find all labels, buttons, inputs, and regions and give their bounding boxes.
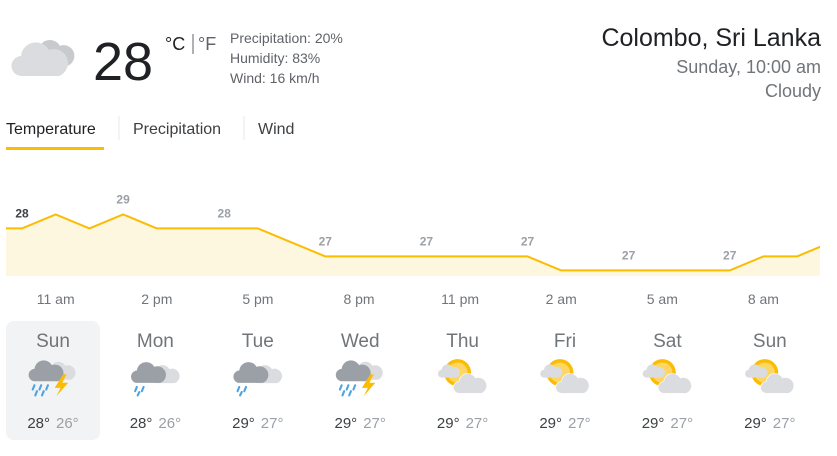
day-high: 29°	[642, 415, 665, 432]
tab-underline	[6, 147, 104, 150]
point-label: 27	[723, 248, 737, 262]
time-label: 8 pm	[343, 291, 374, 307]
day-name: Sun	[753, 331, 787, 352]
day-name: Wed	[341, 331, 380, 352]
forecast-day[interactable]: Fri 29° 27°	[539, 331, 590, 432]
detail-humidity: Humidity: 83%	[230, 50, 320, 66]
detail-wind: Wind: 16 km/h	[230, 70, 319, 86]
detail-precipitation: Precipitation: 20%	[230, 30, 343, 46]
day-icon	[233, 362, 282, 395]
day-icon	[336, 360, 383, 396]
forecast-day[interactable]: Thu 29° 27°	[437, 331, 488, 432]
day-low: 26°	[158, 415, 181, 432]
time-label: 8 am	[748, 291, 779, 307]
day-high: 29°	[335, 415, 358, 432]
point-label: 27	[319, 234, 333, 248]
current-temperature: 28	[93, 32, 153, 92]
day-high: 29°	[539, 415, 562, 432]
forecast-day[interactable]: Sun 28° 26°	[6, 321, 100, 440]
day-name: Fri	[554, 331, 576, 352]
day-high: 29°	[437, 415, 460, 432]
temperature-area	[6, 214, 820, 276]
day-low: 27°	[261, 415, 284, 432]
location: Colombo, Sri Lanka	[601, 24, 821, 52]
unit-celsius[interactable]: °C	[165, 34, 185, 54]
tab-wind[interactable]: Wind	[258, 121, 294, 138]
day-high: 28°	[27, 415, 50, 432]
point-label: 29	[116, 192, 130, 206]
condition: Cloudy	[765, 81, 821, 101]
forecast-day[interactable]: Mon 28° 26°	[130, 331, 181, 432]
day-icon	[438, 359, 487, 393]
forecast-day[interactable]: Tue 29° 27°	[232, 331, 283, 432]
day-icon	[131, 362, 180, 395]
day-low: 27°	[363, 415, 386, 432]
current-icon	[11, 40, 74, 76]
day-name: Tue	[242, 331, 274, 352]
time-label: 5 am	[647, 291, 678, 307]
day-icon	[745, 359, 794, 393]
day-low: 26°	[56, 415, 79, 432]
tab-temperature[interactable]: Temperature	[6, 121, 96, 138]
day-low: 27°	[670, 415, 693, 432]
day-name: Mon	[137, 331, 174, 352]
forecast-day[interactable]: Sun 29° 27°	[744, 331, 795, 432]
day-name: Sun	[36, 331, 70, 352]
local-time: Sunday, 10:00 am	[676, 57, 821, 77]
day-high: 28°	[130, 415, 153, 432]
day-low: 27°	[773, 415, 796, 432]
time-label: 11 pm	[441, 291, 479, 307]
point-label: 27	[420, 234, 434, 248]
time-label: 5 pm	[242, 291, 273, 307]
temperature-line	[6, 213, 820, 272]
day-name: Sat	[653, 331, 682, 352]
time-label: 11 am	[37, 291, 75, 307]
time-label: 2 am	[546, 291, 577, 307]
point-label: 27	[622, 248, 636, 262]
day-icon	[643, 359, 692, 393]
temperature-chart	[6, 213, 820, 276]
point-label: 28	[218, 206, 232, 220]
day-low: 27°	[568, 415, 591, 432]
time-label: 2 pm	[141, 291, 172, 307]
point-label: 27	[521, 234, 535, 248]
day-high: 29°	[744, 415, 767, 432]
day-icon	[540, 359, 589, 393]
point-label: 28	[15, 206, 29, 220]
day-high: 29°	[232, 415, 255, 432]
unit-fahrenheit[interactable]: °F	[198, 34, 216, 54]
forecast-day[interactable]: Sat 29° 27°	[642, 331, 693, 432]
forecast-day[interactable]: Wed 29° 27°	[335, 331, 386, 432]
day-name: Thu	[446, 331, 479, 352]
day-low: 27°	[466, 415, 489, 432]
tab-precipitation[interactable]: Precipitation	[133, 121, 221, 138]
